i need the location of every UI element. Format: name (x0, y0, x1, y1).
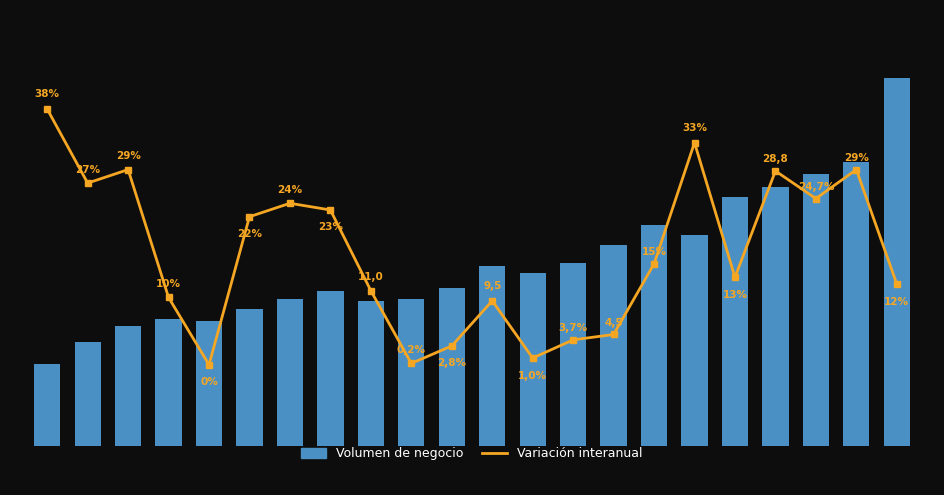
Text: 10%: 10% (156, 279, 181, 289)
Text: 13%: 13% (722, 290, 748, 300)
Text: 2,8%: 2,8% (437, 358, 466, 368)
Bar (317, 291, 344, 446)
Text: 22%: 22% (237, 229, 262, 239)
Bar (641, 225, 667, 446)
Text: 38%: 38% (35, 89, 59, 99)
Text: 15%: 15% (642, 247, 666, 257)
Text: 29%: 29% (116, 151, 141, 161)
Bar (884, 78, 910, 446)
Bar (843, 162, 869, 446)
Bar (560, 263, 586, 446)
Bar (600, 246, 627, 446)
Bar (358, 301, 384, 446)
Text: 29%: 29% (844, 152, 868, 163)
Text: 27%: 27% (76, 165, 100, 175)
Bar (763, 187, 788, 446)
Bar (115, 326, 142, 446)
Bar (196, 321, 222, 446)
Text: 11,0: 11,0 (358, 272, 383, 283)
Text: 3,7%: 3,7% (559, 323, 588, 333)
Bar (802, 174, 829, 446)
Text: 24%: 24% (278, 185, 302, 195)
Bar (722, 197, 748, 446)
Bar (519, 273, 546, 446)
Bar (34, 364, 60, 446)
Bar (75, 342, 101, 446)
Text: 23%: 23% (318, 222, 343, 233)
Text: 12%: 12% (885, 297, 909, 306)
Text: 0%: 0% (200, 377, 218, 387)
Bar (479, 266, 505, 446)
Bar (439, 289, 464, 446)
Text: 33%: 33% (682, 123, 707, 133)
Text: 28,8: 28,8 (763, 154, 788, 164)
Bar (236, 309, 262, 446)
Legend: Volumen de negocio, Variación interanual: Volumen de negocio, Variación interanual (296, 442, 648, 465)
Text: 24,7%: 24,7% (798, 182, 834, 192)
Bar (156, 319, 181, 446)
Text: 9,5: 9,5 (483, 281, 501, 291)
Bar (682, 235, 708, 446)
Text: 1,0%: 1,0% (518, 371, 548, 381)
Bar (277, 298, 303, 446)
Text: 4,5: 4,5 (604, 317, 623, 328)
Text: 0,2%: 0,2% (396, 345, 426, 355)
Bar (398, 298, 425, 446)
